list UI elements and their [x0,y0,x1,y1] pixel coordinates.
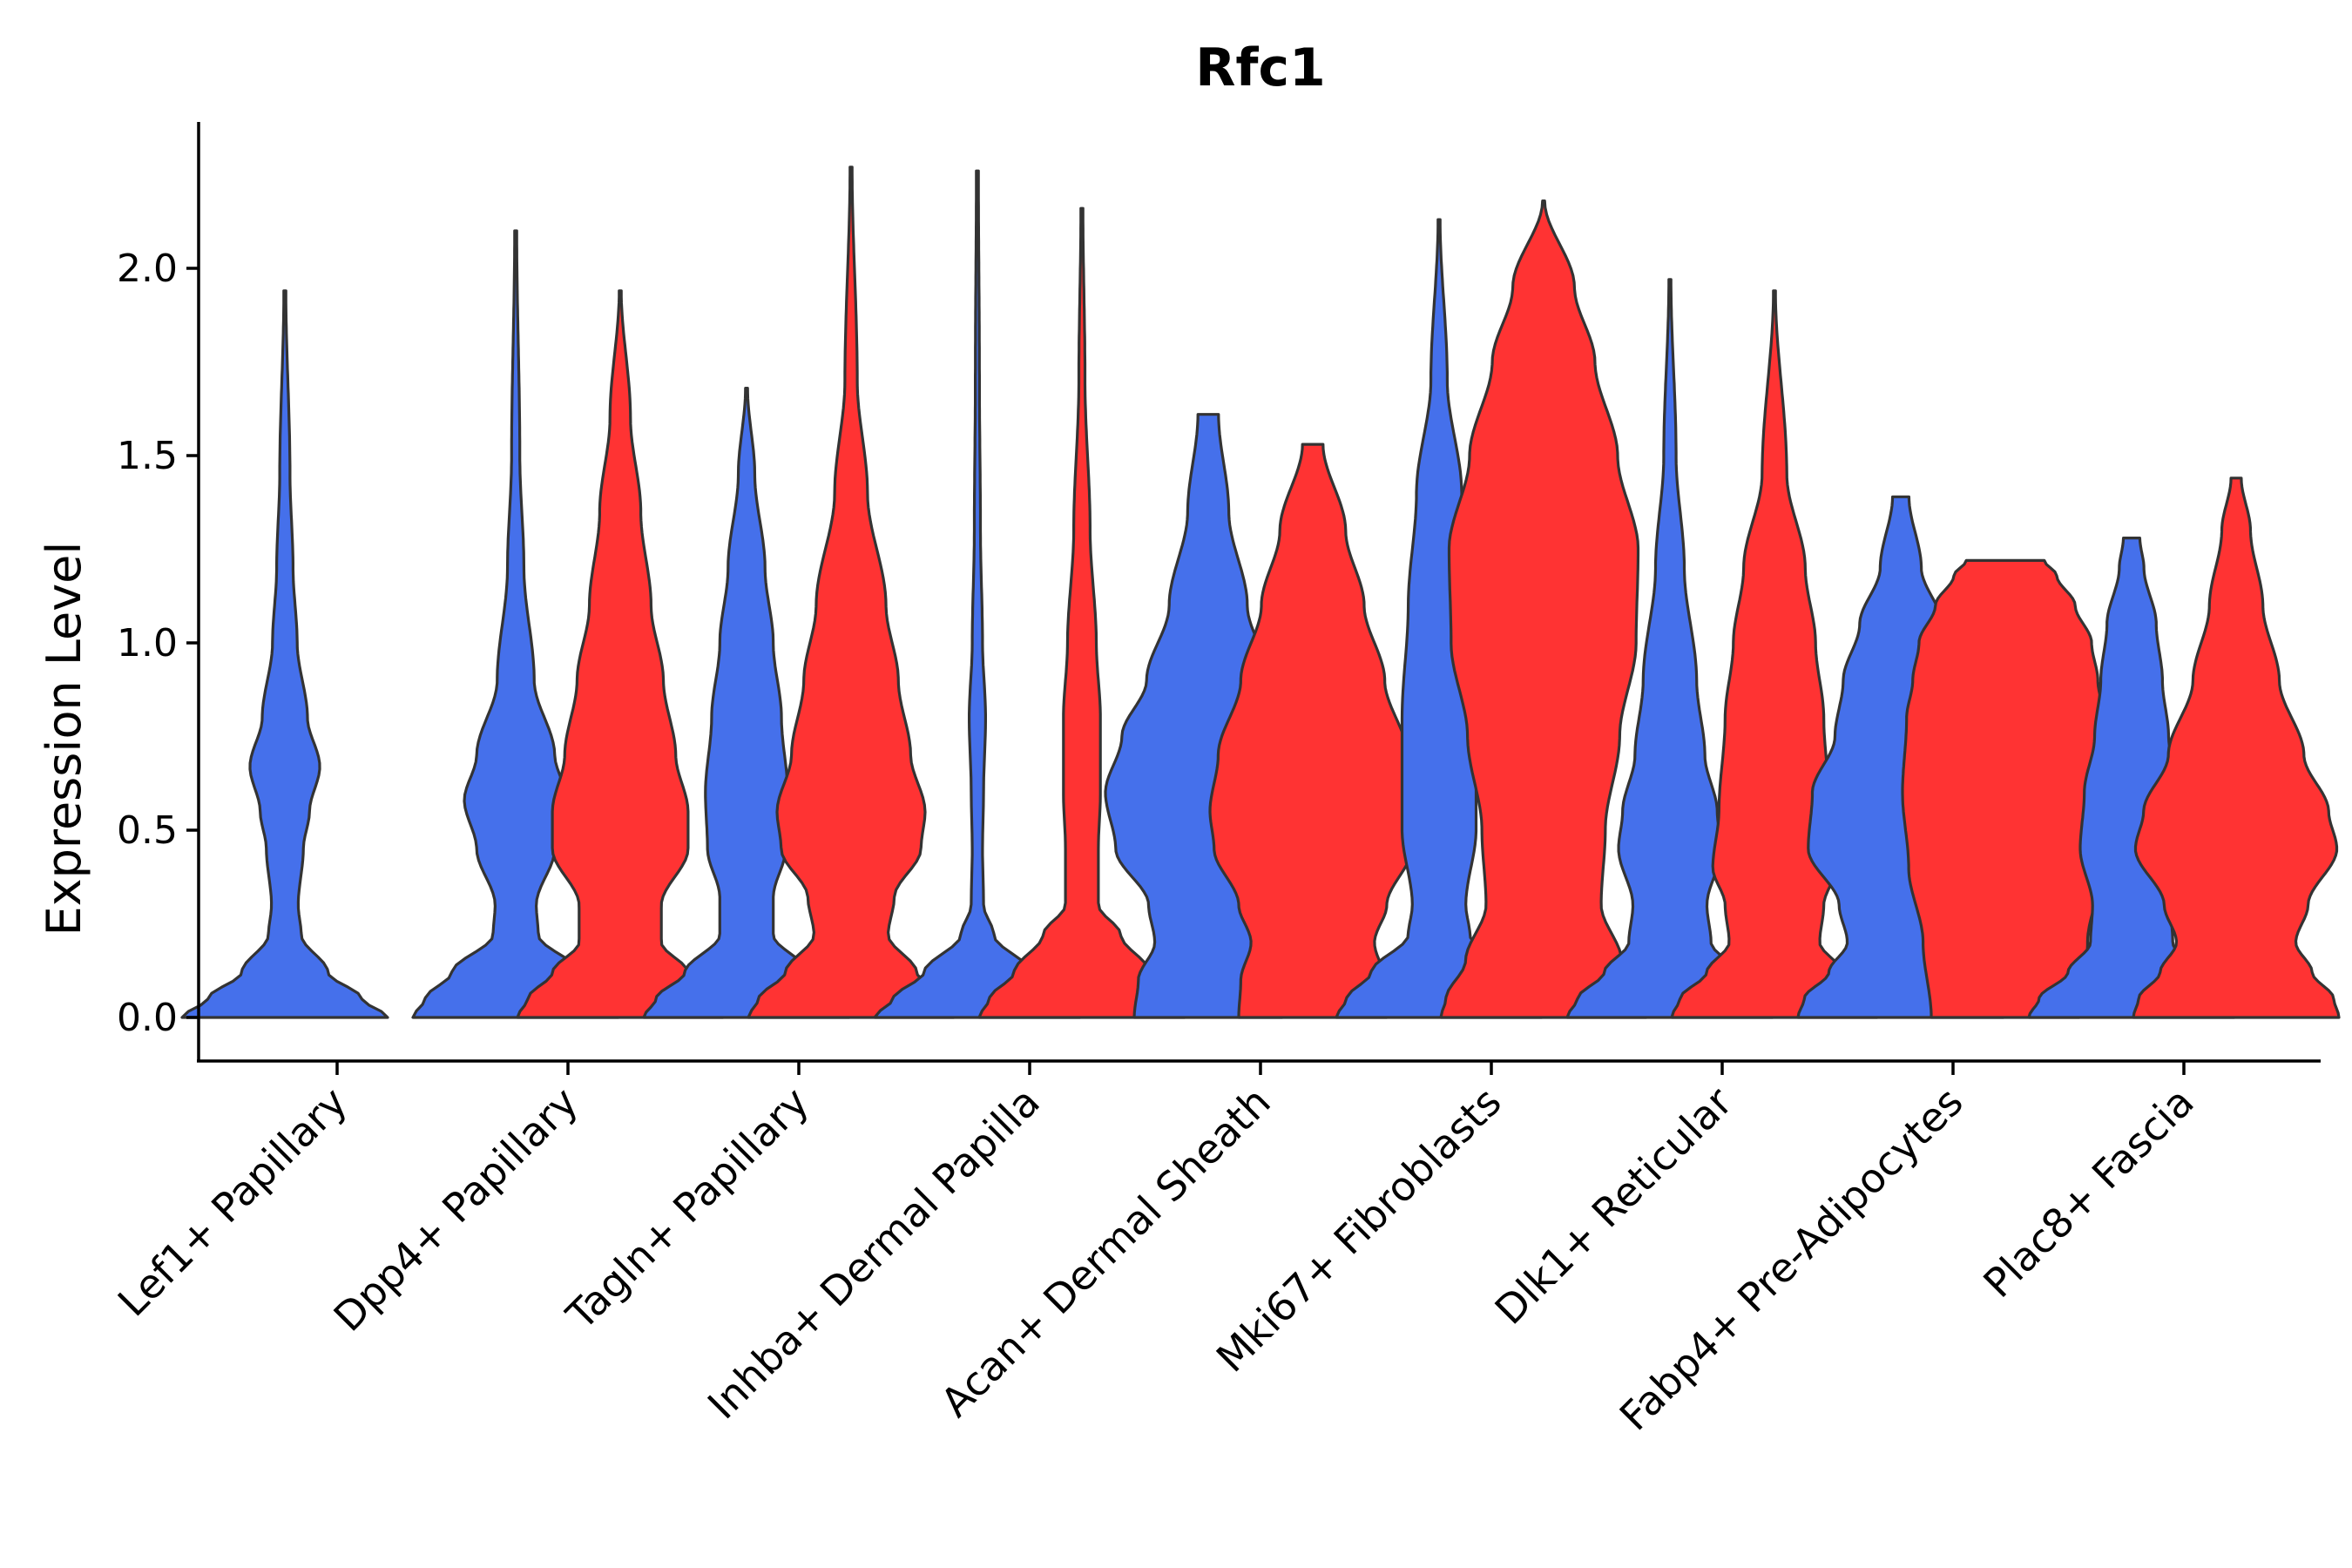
x-tick-label: Dpp4+ Papillary [325,1078,587,1341]
y-tick-label: 0.5 [117,808,178,853]
violin-blue [180,289,389,1019]
y-tick-label: 2.0 [117,247,178,291]
violin-red [977,206,1186,1019]
violin-red [747,166,956,1019]
y-tick-label: 1.5 [117,434,178,478]
y-tick-label: 0.0 [117,996,178,1040]
axes-layer [197,122,2321,1063]
x-tick-label: Plac8+ Fascia [1974,1078,2202,1307]
violin-red [2132,476,2341,1019]
y-ticks: 0.0 0.5 1.0 1.5 2.0 [117,247,199,1040]
violins-layer [180,166,2341,1019]
violin-blue [1565,278,1774,1019]
x-tick-label: Tagln+ Papillary [557,1078,818,1340]
violin-red [1901,558,2110,1019]
violin-blue [873,169,1082,1019]
violin-red [1439,199,1648,1019]
x-tick-label: Lef1+ Papillary [109,1078,356,1326]
y-tick-label: 1.0 [117,621,178,666]
chart-title: Rfc1 [1195,37,1326,98]
y-axis-label: Expression Level [37,542,91,936]
violin-blue [411,229,620,1019]
violin-red [516,289,725,1019]
x-tick-label: Dlk1+ Reticular [1486,1078,1741,1334]
